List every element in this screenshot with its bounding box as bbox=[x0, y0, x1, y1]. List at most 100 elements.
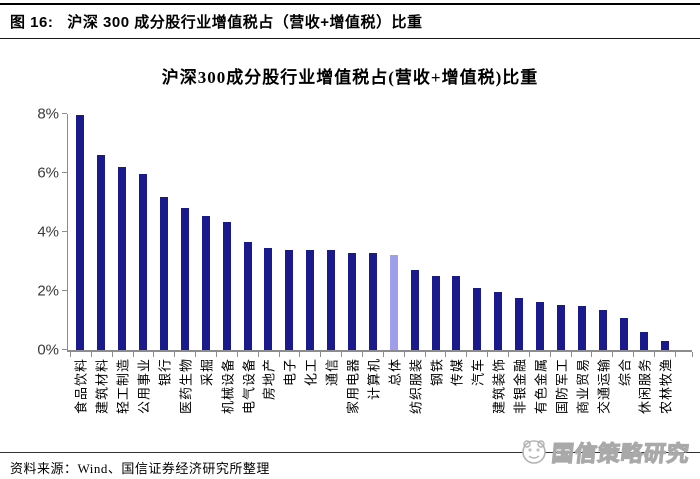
bar-cell bbox=[425, 114, 446, 350]
x-tick bbox=[113, 352, 134, 357]
bar-cell bbox=[613, 114, 634, 350]
bar bbox=[76, 115, 85, 350]
category-label-text: 机械设备 bbox=[220, 358, 236, 415]
bar-cell bbox=[571, 114, 592, 350]
category-label-text: 食品饮料 bbox=[73, 358, 89, 415]
category-label: 电子 bbox=[279, 358, 300, 470]
category-label: 机械设备 bbox=[216, 358, 237, 470]
category-label-text: 总体 bbox=[387, 358, 403, 387]
y-tick-label: 6% bbox=[37, 164, 59, 182]
bar bbox=[118, 167, 127, 350]
bar bbox=[222, 221, 231, 350]
x-tick bbox=[426, 352, 447, 357]
x-tick bbox=[175, 352, 197, 357]
category-label-text: 建筑材料 bbox=[94, 358, 110, 415]
category-label: 家用电器 bbox=[342, 358, 363, 470]
bar-cell bbox=[154, 114, 175, 350]
bar-cell bbox=[655, 114, 676, 350]
category-label-text: 电气设备 bbox=[241, 358, 257, 415]
bottom-rule bbox=[0, 452, 700, 453]
bar bbox=[201, 215, 210, 350]
bars-row bbox=[70, 114, 676, 350]
category-label: 计算机 bbox=[362, 358, 383, 470]
bar-cell bbox=[488, 114, 509, 350]
bar bbox=[556, 304, 565, 350]
x-tick bbox=[446, 352, 468, 357]
bar bbox=[97, 155, 106, 350]
bar-cell bbox=[174, 114, 195, 350]
bar bbox=[661, 340, 670, 350]
category-label: 钢铁 bbox=[425, 358, 446, 470]
bar-cell bbox=[300, 114, 321, 350]
plot-area: 食品饮料 建筑材料 轻工制造 公用事业 银行 医药生物 采掘 机械设备 电气设备 房地产 电子 化工通… bbox=[37, 106, 693, 414]
category-label: 汽车 bbox=[467, 358, 488, 470]
category-label: 房地产 bbox=[258, 358, 279, 470]
category-label-text: 农林牧渔 bbox=[658, 358, 674, 415]
category-label-text: 电子 bbox=[282, 358, 298, 387]
category-label-text: 通信 bbox=[324, 358, 340, 387]
x-tick bbox=[655, 352, 676, 357]
bar-cell bbox=[91, 114, 112, 350]
category-label-text: 商业贸易 bbox=[575, 358, 591, 415]
bar bbox=[515, 298, 524, 350]
bar bbox=[348, 252, 357, 350]
x-tick bbox=[280, 352, 301, 357]
x-tick bbox=[530, 352, 551, 357]
x-tick bbox=[196, 352, 218, 357]
category-label-text: 钢铁 bbox=[429, 358, 445, 387]
y-tick bbox=[62, 231, 67, 232]
y-tick bbox=[62, 113, 67, 114]
category-label: 建筑材料 bbox=[91, 358, 112, 470]
bar-cell bbox=[383, 114, 404, 350]
bar-cell bbox=[550, 114, 571, 350]
category-label-text: 采掘 bbox=[199, 358, 215, 387]
bar-highlight bbox=[389, 255, 398, 350]
x-tick bbox=[592, 352, 614, 357]
bar bbox=[536, 302, 545, 350]
y-tick-label: 0% bbox=[37, 341, 59, 359]
bar bbox=[598, 310, 607, 350]
y-tick-label: 2% bbox=[37, 282, 59, 300]
x-tick bbox=[342, 352, 364, 357]
category-label: 化工 bbox=[300, 358, 321, 470]
category-label: 食品饮料 bbox=[70, 358, 91, 470]
x-tick bbox=[572, 352, 593, 357]
category-label-text: 有色金属 bbox=[533, 358, 549, 415]
bar bbox=[577, 305, 586, 350]
category-label: 轻工制造 bbox=[112, 358, 133, 470]
category-label-text: 综合 bbox=[617, 358, 633, 387]
category-label-text: 银行 bbox=[157, 358, 173, 387]
bar bbox=[160, 196, 168, 350]
category-label-text: 房地产 bbox=[261, 358, 277, 401]
category-label: 建筑装饰 bbox=[488, 358, 509, 470]
bar-cell bbox=[634, 114, 655, 350]
y-tick bbox=[62, 172, 67, 173]
figure-number: 图 16: bbox=[10, 14, 54, 31]
x-tick bbox=[321, 352, 343, 357]
y-tick bbox=[62, 290, 67, 291]
bar bbox=[431, 276, 440, 350]
category-label-text: 非银金融 bbox=[512, 358, 528, 415]
bar bbox=[285, 249, 294, 350]
bar bbox=[473, 288, 482, 350]
category-label-text: 家用电器 bbox=[345, 358, 361, 415]
category-label-text: 交通运输 bbox=[596, 358, 612, 415]
x-tick bbox=[384, 352, 405, 357]
bar bbox=[452, 276, 461, 350]
bar-cell bbox=[70, 114, 91, 350]
bar bbox=[264, 248, 273, 350]
x-tick bbox=[238, 352, 259, 357]
bar bbox=[306, 250, 315, 350]
bar bbox=[327, 250, 336, 350]
guosen-panda-logo-icon bbox=[522, 440, 546, 464]
x-tick bbox=[634, 352, 656, 357]
category-label: 采掘 bbox=[195, 358, 216, 470]
bar-cell bbox=[342, 114, 363, 350]
category-label-text: 公用事业 bbox=[136, 358, 152, 415]
x-tick bbox=[488, 352, 510, 357]
category-label: 纺织服装 bbox=[404, 358, 425, 470]
bar-cell bbox=[258, 114, 279, 350]
bar-cell bbox=[404, 114, 425, 350]
x-tick bbox=[551, 352, 572, 357]
